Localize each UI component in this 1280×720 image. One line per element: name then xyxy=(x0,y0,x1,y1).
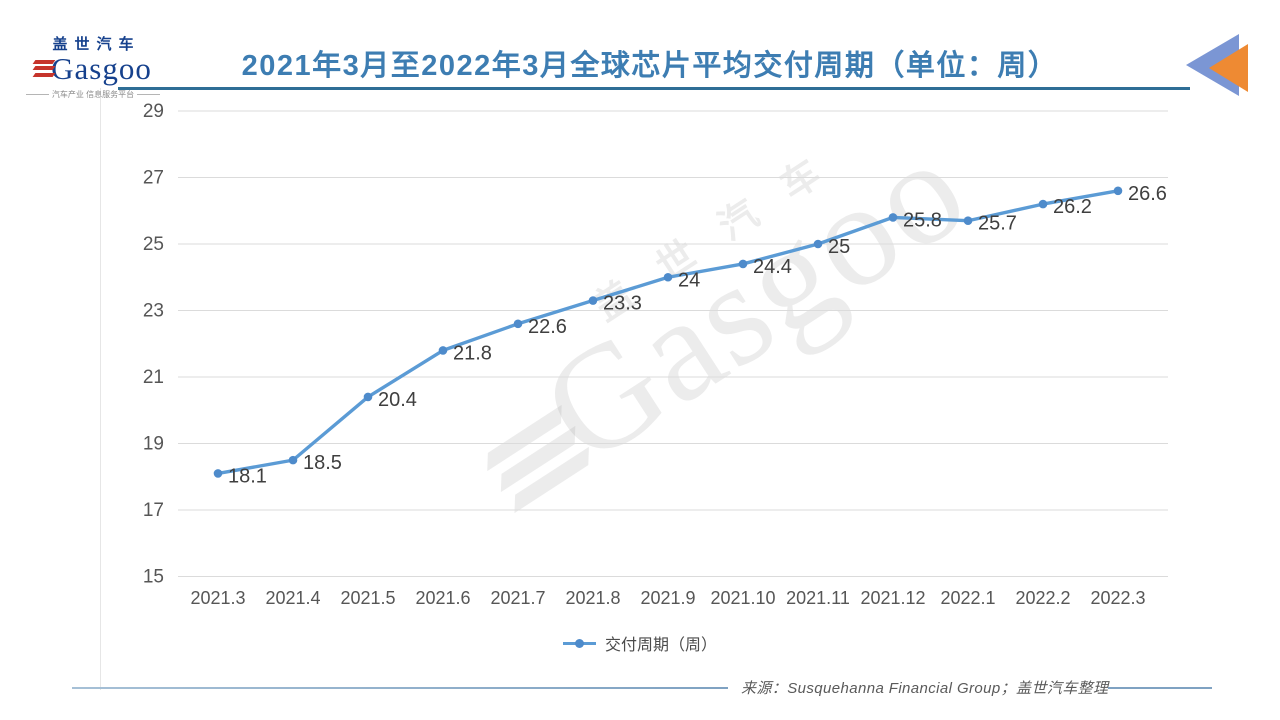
orange-triangle xyxy=(1209,44,1248,92)
x-tick-label: 2021.10 xyxy=(710,588,775,608)
source-text: 来源：Susquehanna Financial Group；盖世汽车整理 xyxy=(741,680,1109,697)
chart-title: 2021年3月至2022年3月全球芯片平均交付周期（单位：周） xyxy=(241,50,1059,82)
data-label: 25.8 xyxy=(903,209,942,231)
x-tick-label: 2022.3 xyxy=(1090,588,1145,608)
data-point xyxy=(1113,186,1123,196)
data-point xyxy=(213,469,223,478)
x-tick-label: 2021.5 xyxy=(340,588,395,608)
y-tick-label: 21 xyxy=(143,367,164,388)
data-point xyxy=(588,296,598,305)
data-point xyxy=(438,346,448,355)
y-tick-label: 15 xyxy=(143,567,164,588)
data-label: 18.5 xyxy=(303,452,342,474)
x-tick-label: 2022.1 xyxy=(940,588,995,608)
x-tick-label: 2021.6 xyxy=(415,588,470,608)
y-tick-label: 17 xyxy=(143,500,164,521)
data-point xyxy=(813,239,823,249)
data-point xyxy=(888,213,898,222)
gasgoo-logo: 盖世汽车 Gasgoo 汽车产业 信息服务平台 xyxy=(26,33,160,100)
logo-en-text: Gasgoo xyxy=(51,51,152,86)
data-label: 24.4 xyxy=(753,256,792,278)
data-point xyxy=(738,259,748,269)
data-label: 23.3 xyxy=(603,293,642,315)
data-label: 21.8 xyxy=(453,342,492,364)
x-tick-label: 2022.2 xyxy=(1015,588,1070,608)
legend-dot-icon xyxy=(574,638,584,648)
x-tick-label: 2021.9 xyxy=(640,588,695,608)
data-point xyxy=(963,216,973,226)
y-tick-label: 23 xyxy=(143,301,164,322)
y-tick-label: 29 xyxy=(143,101,164,122)
logo-wordmark: Gasgoo xyxy=(26,53,160,84)
back-arrows-icon xyxy=(1186,34,1248,96)
footer-rule-left xyxy=(72,687,728,689)
x-tick-label: 2021.8 xyxy=(565,588,620,608)
logo-tagline: 汽车产业 信息服务平台 xyxy=(26,89,160,100)
data-label: 25 xyxy=(828,236,850,258)
y-tick-label: 25 xyxy=(143,234,164,255)
legend-label: 交付周期（周） xyxy=(604,637,717,654)
data-point xyxy=(1038,199,1048,209)
data-label: 26.2 xyxy=(1053,196,1092,218)
data-label: 18.1 xyxy=(228,465,267,487)
data-label: 25.7 xyxy=(978,213,1017,235)
data-point xyxy=(288,455,298,465)
data-point xyxy=(513,319,523,329)
footer-rule-right xyxy=(1108,687,1212,689)
data-label: 26.6 xyxy=(1128,183,1167,205)
data-point xyxy=(663,272,673,282)
x-tick-label: 2021.7 xyxy=(490,588,545,608)
legend: 交付周期（周） xyxy=(0,631,1280,655)
legend-line-marker xyxy=(562,638,596,648)
x-tick-label: 2021.4 xyxy=(265,588,320,608)
x-tick-label: 2021.3 xyxy=(190,588,245,608)
card-left-border xyxy=(100,88,101,690)
data-label: 20.4 xyxy=(378,389,417,411)
x-tick-label: 2021.11 xyxy=(786,588,850,608)
y-tick-label: 27 xyxy=(143,168,164,189)
y-tick-label: 19 xyxy=(143,434,164,455)
logo-cn-text: 盖世汽车 xyxy=(52,36,141,53)
data-label: 24 xyxy=(678,269,700,291)
blue-triangle xyxy=(1186,34,1239,96)
data-label: 22.6 xyxy=(528,316,567,338)
data-point xyxy=(363,392,373,402)
x-tick-label: 2021.12 xyxy=(860,588,925,608)
title-underline xyxy=(118,87,1190,90)
